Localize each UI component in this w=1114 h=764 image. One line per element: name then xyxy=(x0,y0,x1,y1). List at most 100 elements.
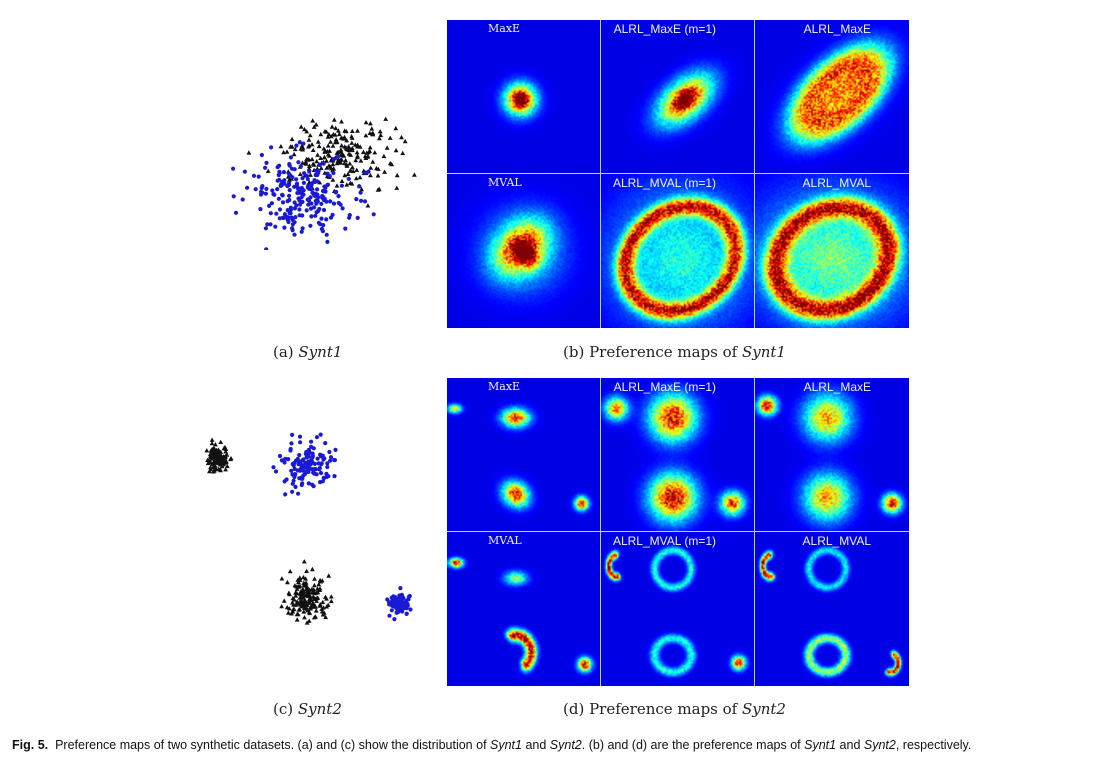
panel-title: ALRL_MaxE xyxy=(803,22,871,36)
class1-point xyxy=(292,220,297,225)
class2-point xyxy=(328,598,334,604)
class1-point xyxy=(315,456,320,461)
class1-point xyxy=(321,476,326,481)
class2-point xyxy=(285,174,291,179)
class1-point xyxy=(277,216,282,221)
class2-point xyxy=(326,163,332,168)
class1-point xyxy=(309,214,314,219)
subcaption-d-prefix: (d) Preference maps of xyxy=(563,700,742,718)
class2-point xyxy=(313,608,319,613)
class1-point xyxy=(313,198,318,204)
class1-point xyxy=(285,183,290,189)
class2-point xyxy=(355,153,360,158)
class1-point xyxy=(319,461,324,466)
class2-point xyxy=(359,186,364,192)
class1-point xyxy=(327,449,332,455)
class2-point xyxy=(294,617,300,622)
caption-part: Synt1 xyxy=(804,738,837,752)
class1-point xyxy=(331,157,336,162)
subcaption-c-prefix: (c) xyxy=(273,700,298,718)
class1-point xyxy=(299,229,304,234)
preference-map-panel: MVAL xyxy=(447,174,600,328)
class2-point xyxy=(370,159,376,164)
class1-point xyxy=(299,476,304,481)
preference-map-panel: ALRL_MaxE xyxy=(755,378,909,531)
class1-point xyxy=(300,213,305,218)
class2-point xyxy=(399,134,404,140)
class1-point xyxy=(323,441,328,446)
class2-point xyxy=(209,461,215,467)
class2-point xyxy=(221,445,227,451)
synt2-preference-maps: MaxE ALRL_MaxE (m=1) ALRL_MaxE MVAL ALRL_MVA… xyxy=(447,378,909,686)
class2-point xyxy=(322,149,328,154)
caption-part: Synt2 xyxy=(863,738,896,752)
class1-point xyxy=(281,170,286,175)
panel-title: ALRL_MVAL xyxy=(802,534,871,548)
class2-point xyxy=(224,452,230,457)
class2-point xyxy=(309,597,314,602)
class1-point xyxy=(294,177,299,182)
class2-point xyxy=(291,602,296,607)
class1-point xyxy=(260,184,265,189)
subcaption-d: (d) Preference maps of Synt2 xyxy=(563,700,786,718)
class2-point xyxy=(330,143,336,148)
class1-point xyxy=(297,207,302,212)
class1-point xyxy=(277,207,283,212)
class1-point xyxy=(306,469,311,475)
class2-point xyxy=(330,161,336,167)
class1-point xyxy=(275,187,280,192)
class1-point xyxy=(317,467,322,472)
class2-point xyxy=(310,566,315,572)
class1-point xyxy=(312,461,317,466)
class2-point xyxy=(209,441,215,446)
class2-point xyxy=(315,589,321,595)
class1-point xyxy=(263,165,268,170)
class1-point xyxy=(320,229,325,234)
class2-point xyxy=(307,133,313,138)
class1-point xyxy=(296,187,301,192)
class1-point xyxy=(287,172,292,177)
class1-point xyxy=(277,169,282,174)
class2-point xyxy=(324,158,329,163)
class1-point xyxy=(263,226,268,231)
class1-point xyxy=(253,187,258,192)
class2-point xyxy=(377,129,383,134)
class1-point xyxy=(268,222,273,227)
caption-part: and xyxy=(521,738,550,752)
class2-point xyxy=(328,139,333,144)
class1-point xyxy=(309,182,314,187)
class1-point xyxy=(292,200,297,205)
class2-point xyxy=(320,599,326,605)
class2-point xyxy=(291,597,297,602)
class2-point xyxy=(382,169,387,174)
preference-map-panel: MVAL xyxy=(447,532,600,686)
class1-point xyxy=(325,182,330,188)
class2-point xyxy=(347,146,353,152)
class2-point xyxy=(319,606,325,611)
class2-point xyxy=(281,598,287,603)
class1-point xyxy=(308,187,314,192)
class1-point xyxy=(281,215,286,220)
preference-map-panel: ALRL_MVAL (m=1) xyxy=(601,174,754,328)
class2-point xyxy=(318,165,324,171)
panel-title: ALRL_MaxE (m=1) xyxy=(613,380,716,394)
class2-point xyxy=(207,451,213,457)
subcaption-a: (a) Synt1 xyxy=(273,343,342,361)
class2-point xyxy=(306,137,312,142)
class1-point xyxy=(358,190,363,195)
class1-point xyxy=(306,481,311,486)
class1-point xyxy=(397,603,402,608)
class1-point xyxy=(358,198,364,203)
class2-point xyxy=(208,464,213,470)
class2-point xyxy=(317,587,323,592)
subcaption-b-prefix: (b) Preference maps of xyxy=(563,343,742,361)
class2-point xyxy=(387,161,393,166)
preference-map-panel: ALRL_MVAL (m=1) xyxy=(601,532,754,686)
class1-point xyxy=(362,199,368,204)
class2-point xyxy=(284,149,290,154)
class1-point xyxy=(286,457,291,462)
class2-point xyxy=(213,456,218,462)
class1-point xyxy=(318,222,323,227)
class2-point xyxy=(383,116,389,121)
class2-point xyxy=(306,166,312,171)
